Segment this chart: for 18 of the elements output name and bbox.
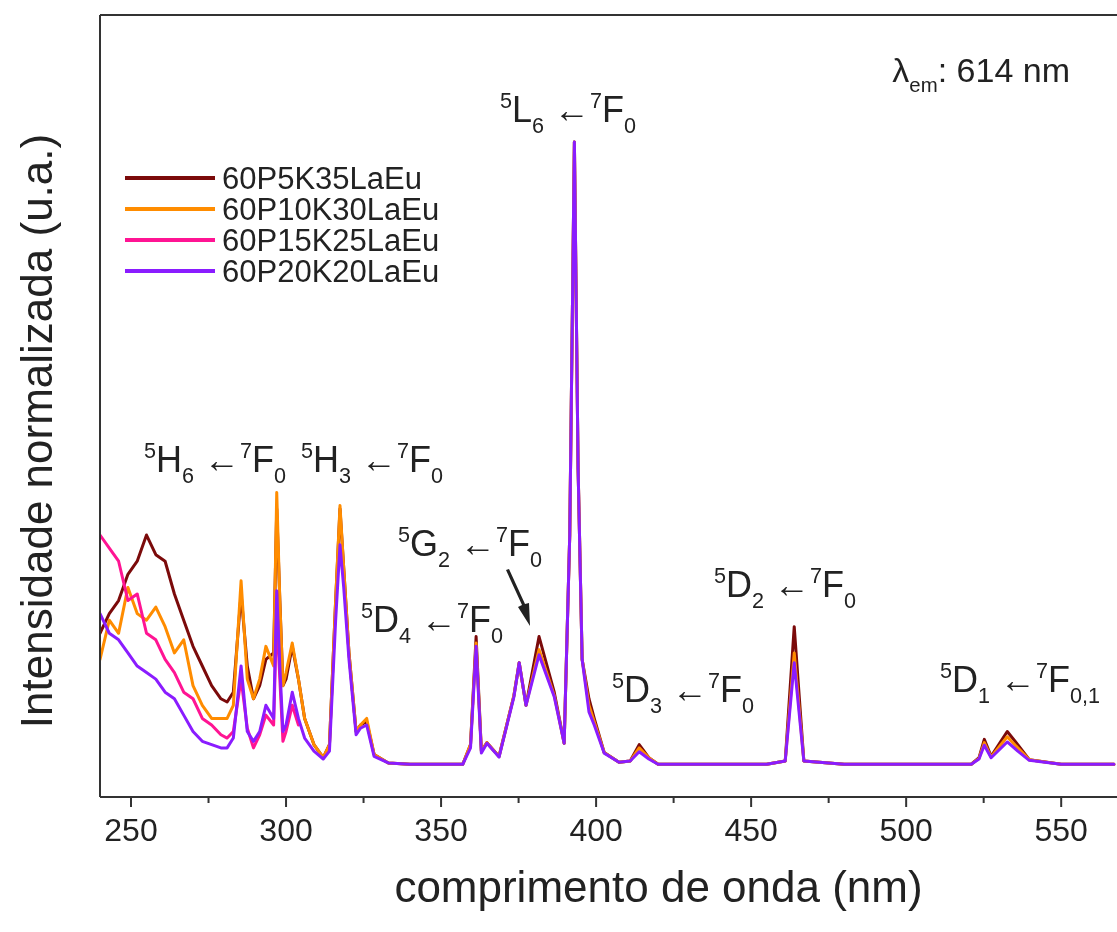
x-tick-label: 450 <box>724 812 778 848</box>
annotation: $^{5}$H$_{3}$ ←$^{7}$F$_{0}$ <box>300 437 444 488</box>
x-tick-label: 400 <box>569 812 623 848</box>
text: λ$_{em}$: 614 nm <box>892 51 1070 97</box>
x-tick-label: 350 <box>414 812 468 848</box>
x-tick-label: 500 <box>879 812 933 848</box>
text: $^{5}$L$_{6}$ ←$^{7}$F$_{0}$ <box>499 87 637 138</box>
x-tick-label: 250 <box>104 812 158 848</box>
annotation: $^{5}$D$_{2}$ ←$^{7}$F$_{0}$ <box>713 562 857 613</box>
x-axis-title: comprimento de onda (nm) <box>394 862 923 911</box>
annotation: $^{5}$H$_{6}$ ←$^{7}$F$_{0}$ <box>143 437 287 488</box>
x-tick-label: 300 <box>259 812 313 848</box>
annotation: $^{5}$D$_{4}$ ←$^{7}$F$_{0}$ <box>360 597 504 648</box>
y-axis-title: Intensidade normalizada (u.a.) <box>12 133 61 729</box>
annotation: $^{5}$D$_{3}$ ←$^{7}$F$_{0}$ <box>611 667 755 718</box>
x-tick-label: 550 <box>1034 812 1088 848</box>
annotation: $^{5}$G$_{2}$ ←$^{7}$F$_{0}$ <box>397 521 543 572</box>
annotation: $^{5}$D$_{1}$ ←$^{7}$F$_{0,1}$ <box>939 657 1101 708</box>
